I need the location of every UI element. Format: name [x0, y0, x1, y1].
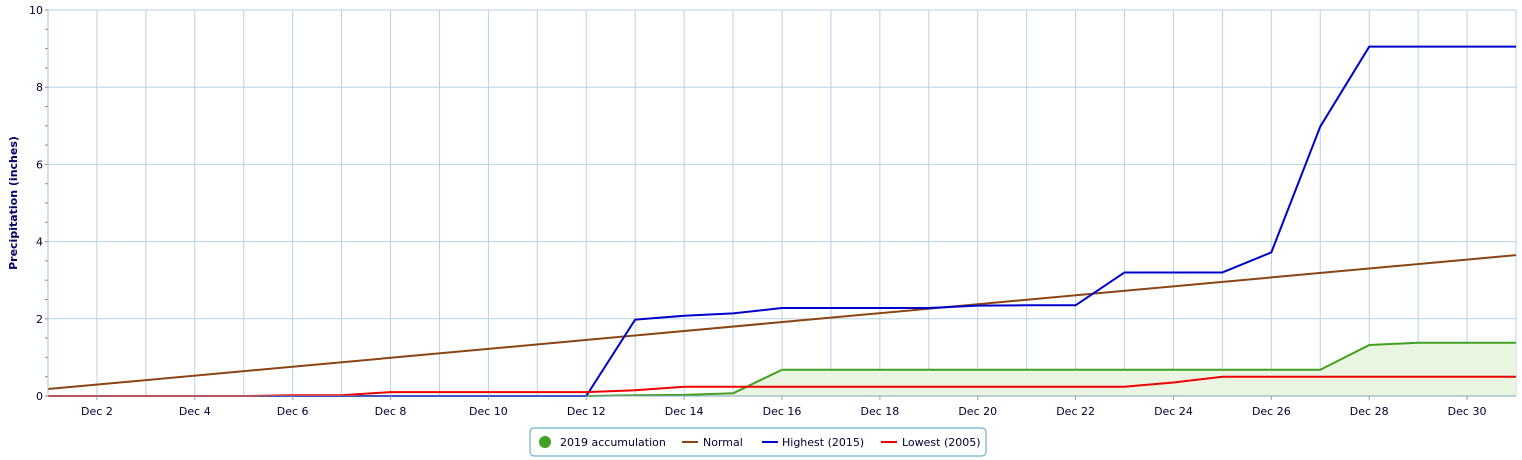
x-tick-label: Dec 6 [277, 405, 309, 418]
series-areas [48, 342, 1516, 396]
x-tick-label: Dec 28 [1350, 405, 1389, 418]
y-tick-label: 6 [36, 158, 43, 171]
series-line-3 [48, 375, 1516, 397]
x-tick-label: Dec 16 [763, 405, 802, 418]
legend-box [529, 427, 987, 457]
y-tick-label: 4 [36, 236, 43, 249]
x-tick-label: Dec 2 [81, 405, 113, 418]
series-line-1 [47, 254, 1517, 391]
x-tick-label: Dec 18 [860, 405, 899, 418]
legend-item-label: Normal [703, 436, 743, 449]
y-axis: 0 2 4 6 8 10 [29, 4, 49, 403]
x-axis: Dec 2 Dec 4 Dec 6 Dec 8 Dec 10 Dec 12 Dec 14 De… [48, 395, 1516, 418]
legend-dot-icon [539, 436, 551, 448]
y-axis-title: Precipitation (inches) [7, 136, 20, 270]
x-tick-label: Dec 10 [469, 405, 508, 418]
x-tick-label: Dec 14 [665, 405, 704, 418]
y-tick-label: 10 [29, 4, 43, 17]
x-tick-label: Dec 12 [567, 405, 606, 418]
x-tick-label: Dec 8 [375, 405, 407, 418]
legend-item-label: 2019 accumulation [560, 436, 666, 449]
legend: 2019 accumulation Normal Highest (2015) Low… [529, 427, 987, 457]
y-tick-label: 0 [36, 390, 43, 403]
y-tick-label: 2 [36, 313, 43, 326]
x-tick-label: Dec 22 [1056, 405, 1095, 418]
legend-item-label: Lowest (2005) [902, 436, 981, 449]
y-tick-label: 8 [36, 81, 43, 94]
x-tick-label: Dec 30 [1448, 405, 1487, 418]
x-tick-label: Dec 24 [1154, 405, 1193, 418]
legend-item-label: Highest (2015) [782, 436, 864, 449]
series-area-0 [48, 342, 1516, 396]
x-tick-label: Dec 4 [179, 405, 211, 418]
x-tick-label: Dec 26 [1252, 405, 1291, 418]
grid [47, 9, 1517, 397]
x-tick-label: Dec 20 [958, 405, 997, 418]
